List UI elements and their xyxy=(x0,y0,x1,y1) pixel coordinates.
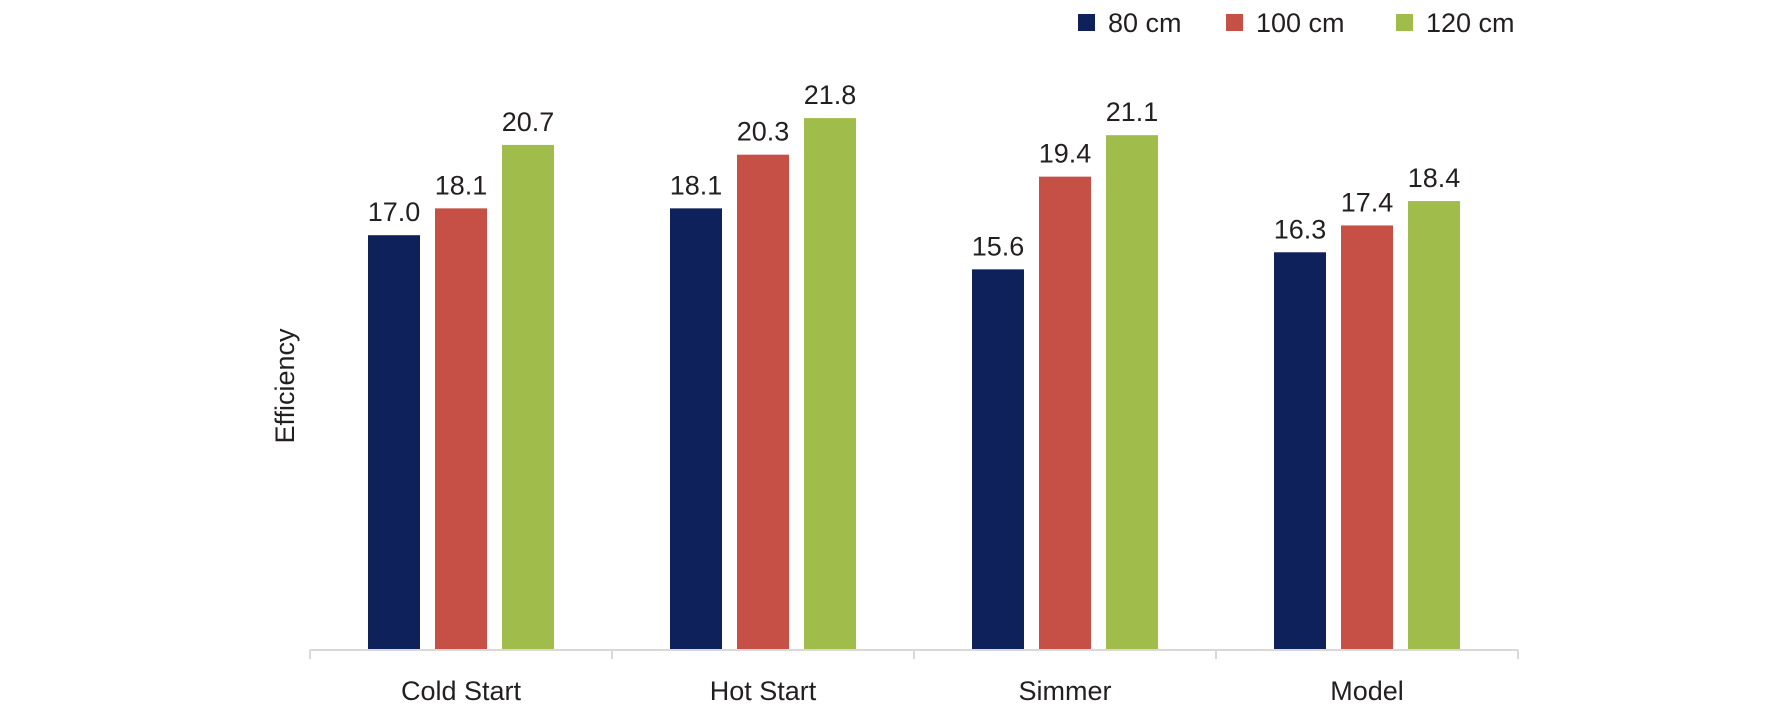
data-label: 16.3 xyxy=(1274,214,1327,244)
bar-120cm-model xyxy=(1408,201,1460,651)
data-label: 15.6 xyxy=(972,231,1025,261)
data-label: 21.1 xyxy=(1106,97,1159,127)
bar-100cm-model xyxy=(1341,225,1393,650)
data-label: 19.4 xyxy=(1039,139,1092,169)
bar-100cm-cold-start xyxy=(435,208,487,651)
x-tick-label: Cold Start xyxy=(401,676,522,706)
bar-80cm-cold-start xyxy=(368,235,420,650)
x-axis: Cold Start Hot Start Simmer Model xyxy=(309,649,1519,706)
y-axis-label: Efficiency xyxy=(270,328,300,444)
bar-80cm-model xyxy=(1274,252,1326,650)
bar-100cm-simmer xyxy=(1039,176,1091,650)
legend-swatch xyxy=(1078,14,1095,31)
legend-swatch xyxy=(1226,14,1243,31)
bar-120cm-cold-start xyxy=(502,144,554,651)
data-label: 18.1 xyxy=(435,170,488,200)
bar-120cm-simmer xyxy=(1106,135,1158,650)
data-label: 17.4 xyxy=(1341,187,1394,217)
data-label: 18.1 xyxy=(670,170,723,200)
bars: 17.0 18.1 20.7 18.1 20.3 21.8 15.6 19.4 21.1 16.3… xyxy=(368,80,1461,651)
legend: 80 cm 100 cm 120 cm xyxy=(1078,8,1515,38)
data-label: 20.3 xyxy=(737,117,790,147)
x-tick-label: Hot Start xyxy=(710,676,817,706)
data-label: 18.4 xyxy=(1408,163,1461,193)
x-tick-label: Simmer xyxy=(1019,676,1112,706)
bar-120cm-hot-start xyxy=(804,118,856,650)
legend-swatch xyxy=(1396,14,1413,31)
legend-label: 80 cm xyxy=(1108,8,1182,38)
legend-label: 120 cm xyxy=(1426,8,1515,38)
x-tick-label: Model xyxy=(1330,676,1404,706)
data-label: 21.8 xyxy=(804,80,857,110)
data-label: 17.0 xyxy=(368,197,421,227)
bar-80cm-hot-start xyxy=(670,208,722,651)
data-label: 20.7 xyxy=(502,107,555,137)
bar-80cm-simmer xyxy=(972,269,1024,650)
bar-100cm-hot-start xyxy=(737,154,789,650)
legend-label: 100 cm xyxy=(1256,8,1345,38)
